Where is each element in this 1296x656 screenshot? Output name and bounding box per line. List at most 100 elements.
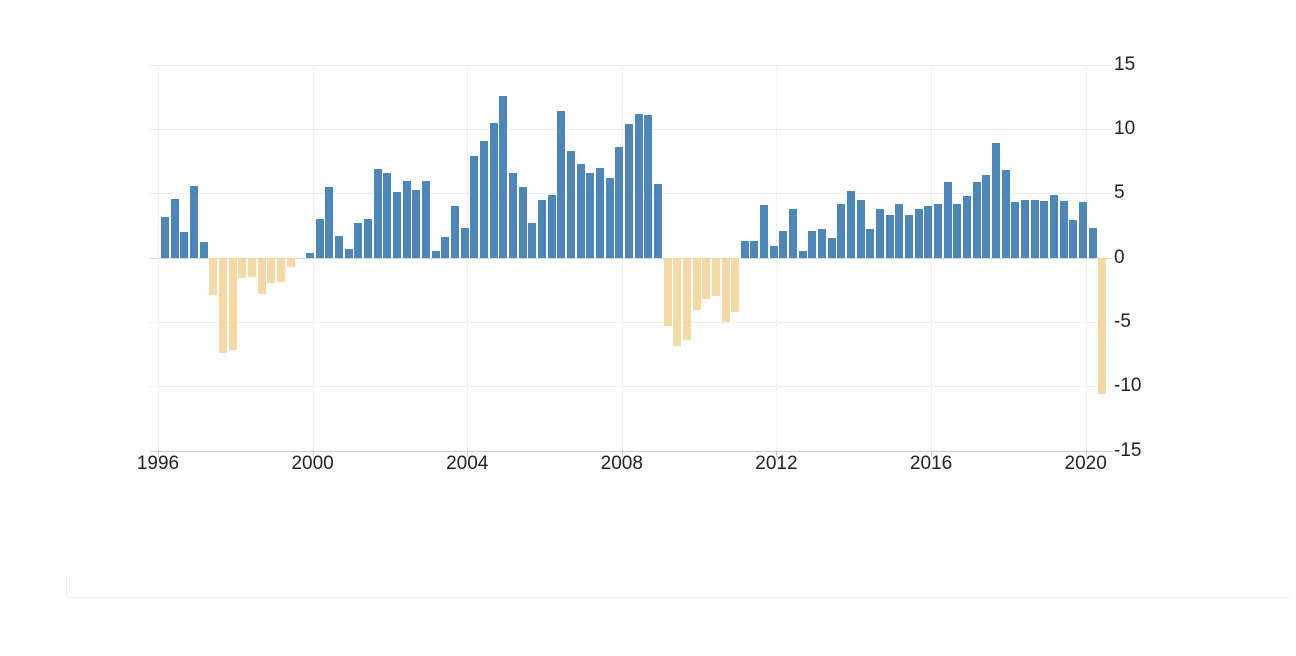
chart-bar[interactable]	[537, 199, 546, 258]
chart-bar[interactable]	[315, 219, 324, 258]
chart-bar[interactable]	[769, 246, 778, 258]
chart-bar[interactable]	[161, 216, 169, 258]
chart-bar[interactable]	[1021, 199, 1029, 258]
chart-bar[interactable]	[634, 113, 643, 258]
chart-bar[interactable]	[856, 199, 865, 258]
chart-bar[interactable]	[1098, 257, 1107, 394]
chart-bar[interactable]	[827, 238, 836, 258]
chart-bar[interactable]	[392, 192, 401, 258]
chart-bar[interactable]	[818, 229, 827, 258]
chart-bar[interactable]	[1059, 201, 1068, 258]
chart-bar[interactable]	[847, 190, 856, 258]
chart-bar[interactable]	[740, 241, 749, 258]
chart-bar[interactable]	[180, 232, 189, 258]
chart-bar[interactable]	[1030, 199, 1039, 258]
chart-bar[interactable]	[354, 223, 363, 258]
chart-bar[interactable]	[624, 124, 633, 258]
chart-bar[interactable]	[934, 203, 942, 258]
chart-bar[interactable]	[943, 181, 952, 258]
chart-bar[interactable]	[421, 180, 430, 258]
chart-bar[interactable]	[1088, 228, 1097, 258]
chart-bar[interactable]	[547, 194, 556, 258]
chart-bar[interactable]	[673, 257, 682, 347]
chart-bar[interactable]	[586, 172, 595, 258]
chart-bar[interactable]	[170, 198, 179, 258]
chart-bar[interactable]	[528, 223, 537, 258]
chart-bar[interactable]	[325, 187, 334, 258]
chart-bar[interactable]	[779, 230, 788, 258]
chart-bar[interactable]	[431, 251, 440, 258]
chart-bar[interactable]	[450, 206, 459, 258]
chart-bar[interactable]	[750, 241, 759, 258]
chart-bar[interactable]	[663, 257, 672, 326]
chart-bar[interactable]	[924, 206, 933, 258]
chart-bar[interactable]	[1011, 202, 1020, 258]
chart-bar[interactable]	[566, 151, 575, 258]
chart-bar[interactable]	[277, 257, 285, 283]
chart-bar[interactable]	[1001, 170, 1010, 258]
chart-bar[interactable]	[972, 181, 981, 258]
chart-bar[interactable]	[1079, 202, 1087, 258]
chart-bar[interactable]	[508, 172, 517, 258]
gridline	[150, 322, 1113, 323]
chart-bar[interactable]	[711, 257, 720, 297]
chart-bar[interactable]	[219, 257, 227, 353]
chart-bar[interactable]	[267, 257, 276, 284]
chart-bar[interactable]	[895, 203, 904, 258]
chart-bar[interactable]	[866, 229, 875, 258]
chart-bar[interactable]	[914, 208, 923, 258]
chart-bar[interactable]	[209, 257, 218, 295]
chart-bar[interactable]	[286, 257, 295, 267]
chart-bar[interactable]	[682, 257, 691, 340]
chart-bar[interactable]	[876, 208, 885, 258]
axis-tick	[1085, 450, 1087, 457]
chart-bar[interactable]	[798, 251, 807, 258]
chart-bar[interactable]	[470, 156, 479, 258]
chart-bar[interactable]	[605, 178, 614, 258]
chart-bar[interactable]	[441, 237, 450, 258]
chart-bar[interactable]	[402, 180, 411, 258]
chart-bar[interactable]	[499, 95, 508, 258]
chart-bar[interactable]	[992, 143, 1000, 258]
chart-bar[interactable]	[334, 235, 343, 258]
chart-bar[interactable]	[885, 215, 894, 258]
chart-bar[interactable]	[248, 257, 256, 277]
chart-bar[interactable]	[238, 257, 247, 279]
chart-bar[interactable]	[1069, 220, 1078, 258]
chart-bar[interactable]	[383, 172, 392, 258]
chart-bar[interactable]	[363, 219, 372, 258]
chart-bar[interactable]	[479, 140, 488, 258]
chart-bar[interactable]	[1050, 194, 1058, 258]
chart-bar[interactable]	[837, 203, 846, 258]
chart-bar[interactable]	[344, 248, 353, 258]
chart-bar[interactable]	[557, 111, 566, 258]
chart-bar[interactable]	[721, 257, 730, 322]
chart-bar[interactable]	[228, 257, 237, 351]
chart-bar[interactable]	[760, 205, 769, 258]
chart-bar[interactable]	[1040, 201, 1049, 258]
chart-bar[interactable]	[190, 185, 198, 258]
chart-bar[interactable]	[808, 230, 817, 258]
chart-bar[interactable]	[905, 215, 914, 258]
chart-bar[interactable]	[595, 167, 604, 258]
chart-bar[interactable]	[702, 257, 711, 299]
chart-bar[interactable]	[731, 257, 740, 312]
chart-bar[interactable]	[789, 208, 798, 258]
x-tick-label: 2000	[291, 453, 334, 474]
chart-bar[interactable]	[615, 147, 624, 258]
chart-bar[interactable]	[373, 169, 382, 258]
chart-bar[interactable]	[653, 184, 662, 258]
chart-bar[interactable]	[305, 252, 314, 258]
chart-bar[interactable]	[199, 242, 208, 258]
chart-bar[interactable]	[692, 257, 701, 311]
chart-bar[interactable]	[460, 228, 469, 258]
chart-bar[interactable]	[257, 257, 266, 294]
chart-bar[interactable]	[518, 187, 527, 258]
chart-bar[interactable]	[982, 175, 991, 258]
chart-bar[interactable]	[412, 189, 421, 258]
chart-bar[interactable]	[644, 115, 653, 258]
chart-bar[interactable]	[576, 163, 585, 258]
chart-bar[interactable]	[963, 196, 971, 258]
chart-bar[interactable]	[489, 122, 498, 258]
chart-bar[interactable]	[953, 203, 962, 258]
